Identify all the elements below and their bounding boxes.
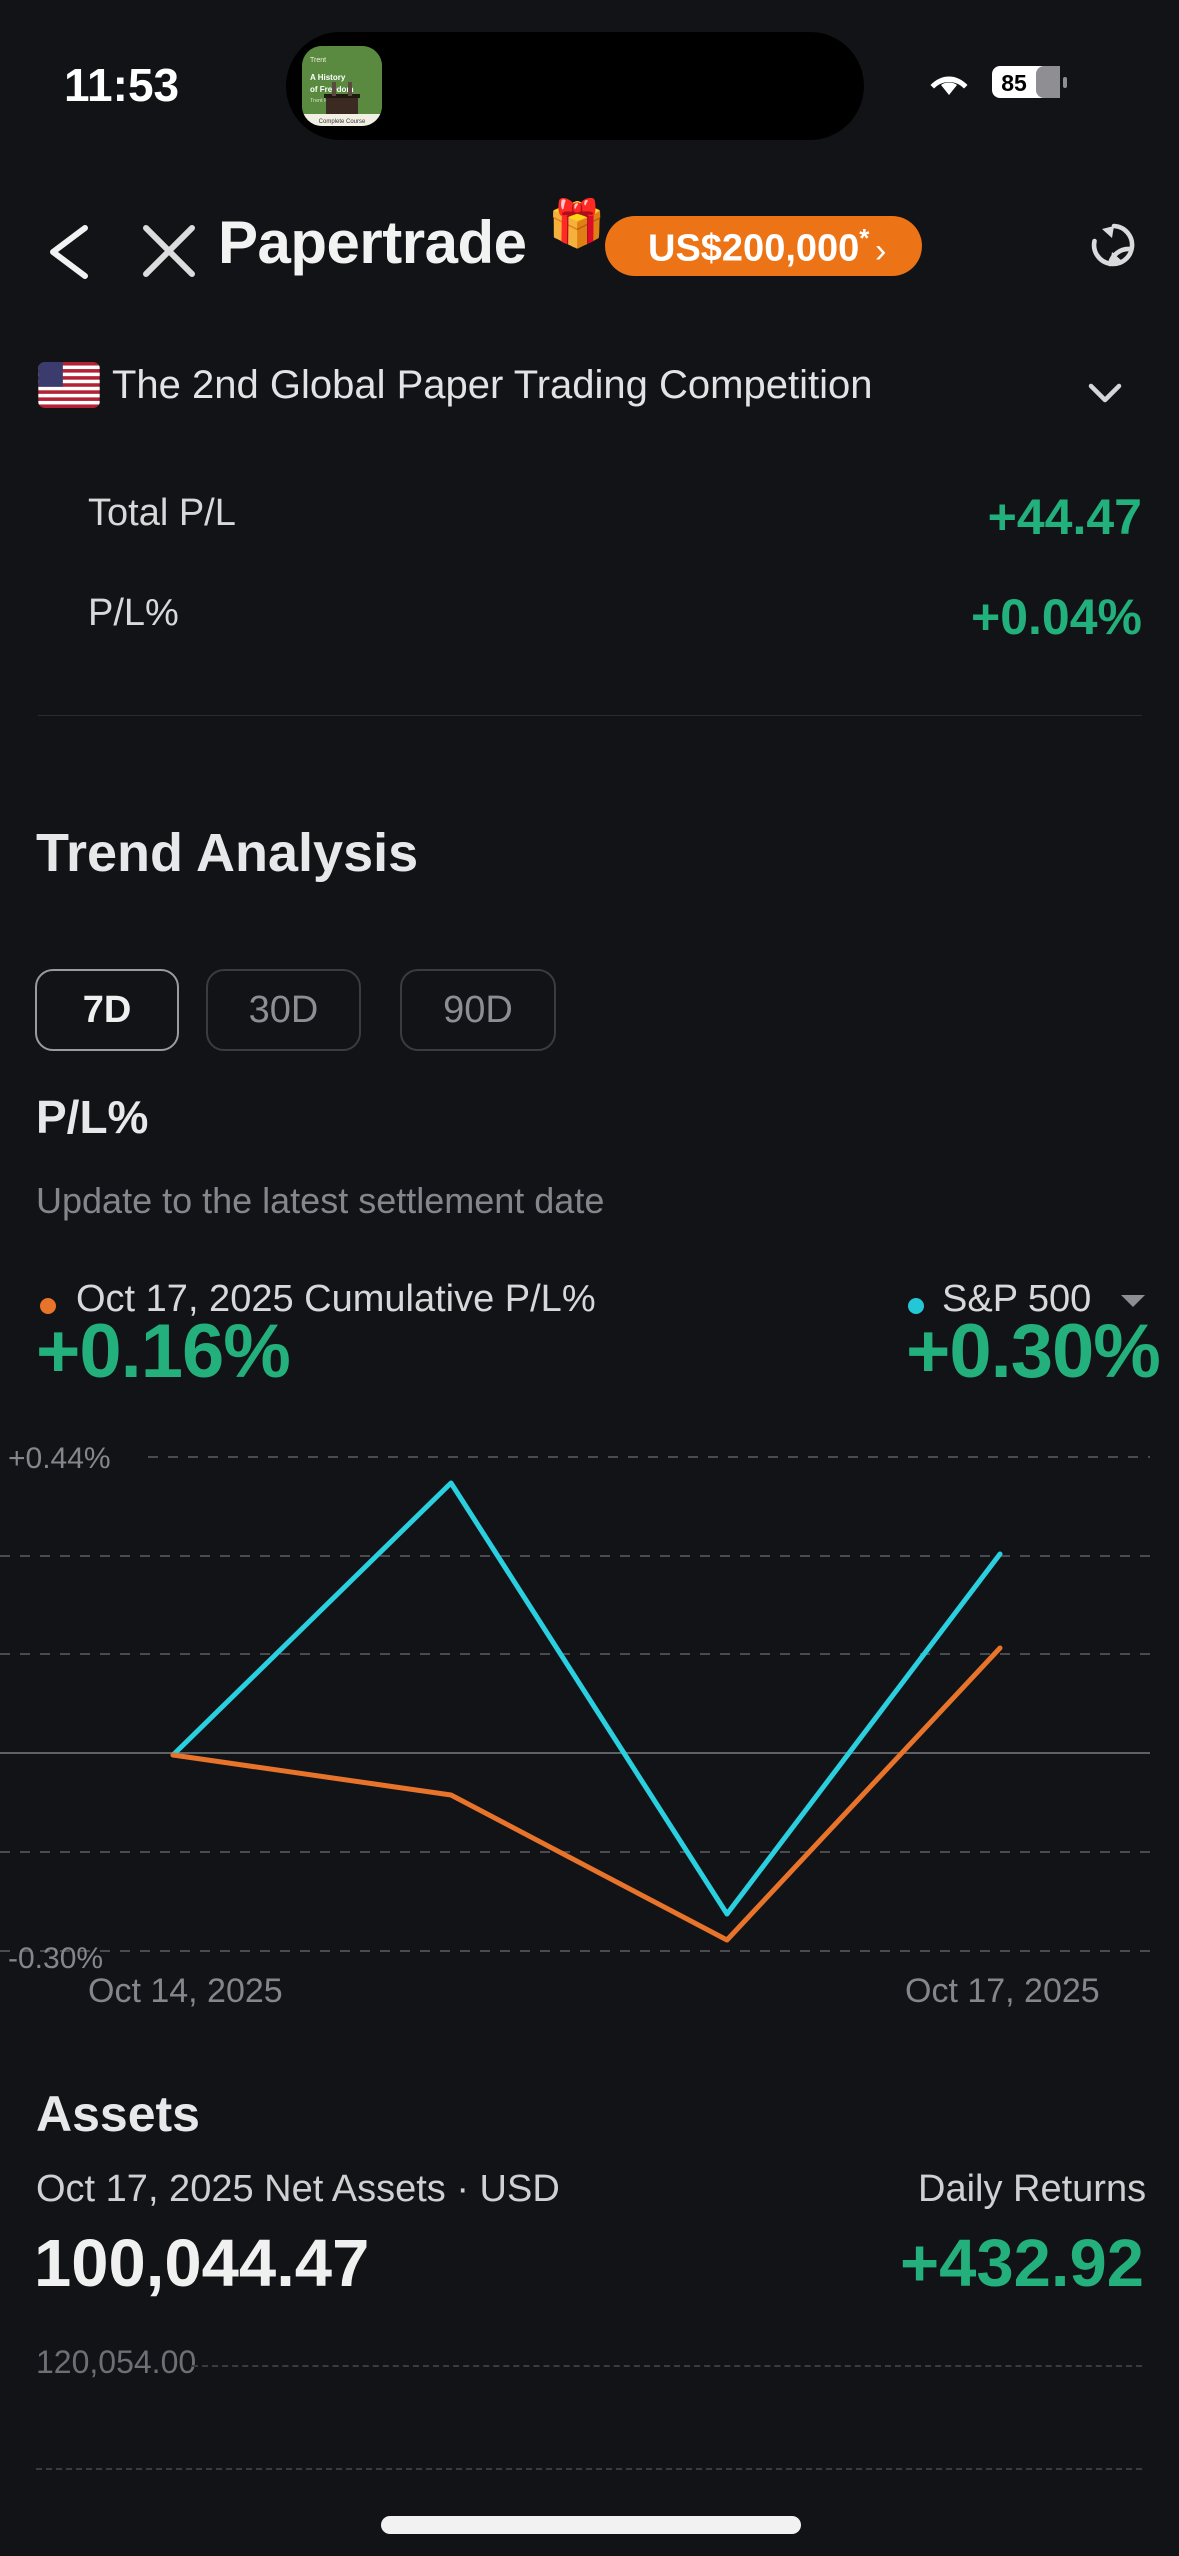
svg-text:of Freedom: of Freedom (310, 85, 354, 94)
svg-text:A History: A History (310, 73, 346, 82)
svg-text:Complete Course: Complete Course (319, 119, 366, 125)
svg-text:+0.44%: +0.44% (8, 1442, 111, 1475)
svg-text:-0.30%: -0.30% (8, 1942, 103, 1975)
svg-text:Oct 17, 2025: Oct 17, 2025 (905, 1972, 1100, 2010)
svg-text:Oct 14, 2025: Oct 14, 2025 (88, 1972, 283, 2010)
svg-text:Trent: Trent (310, 57, 326, 64)
svg-text:85: 85 (1001, 70, 1027, 96)
